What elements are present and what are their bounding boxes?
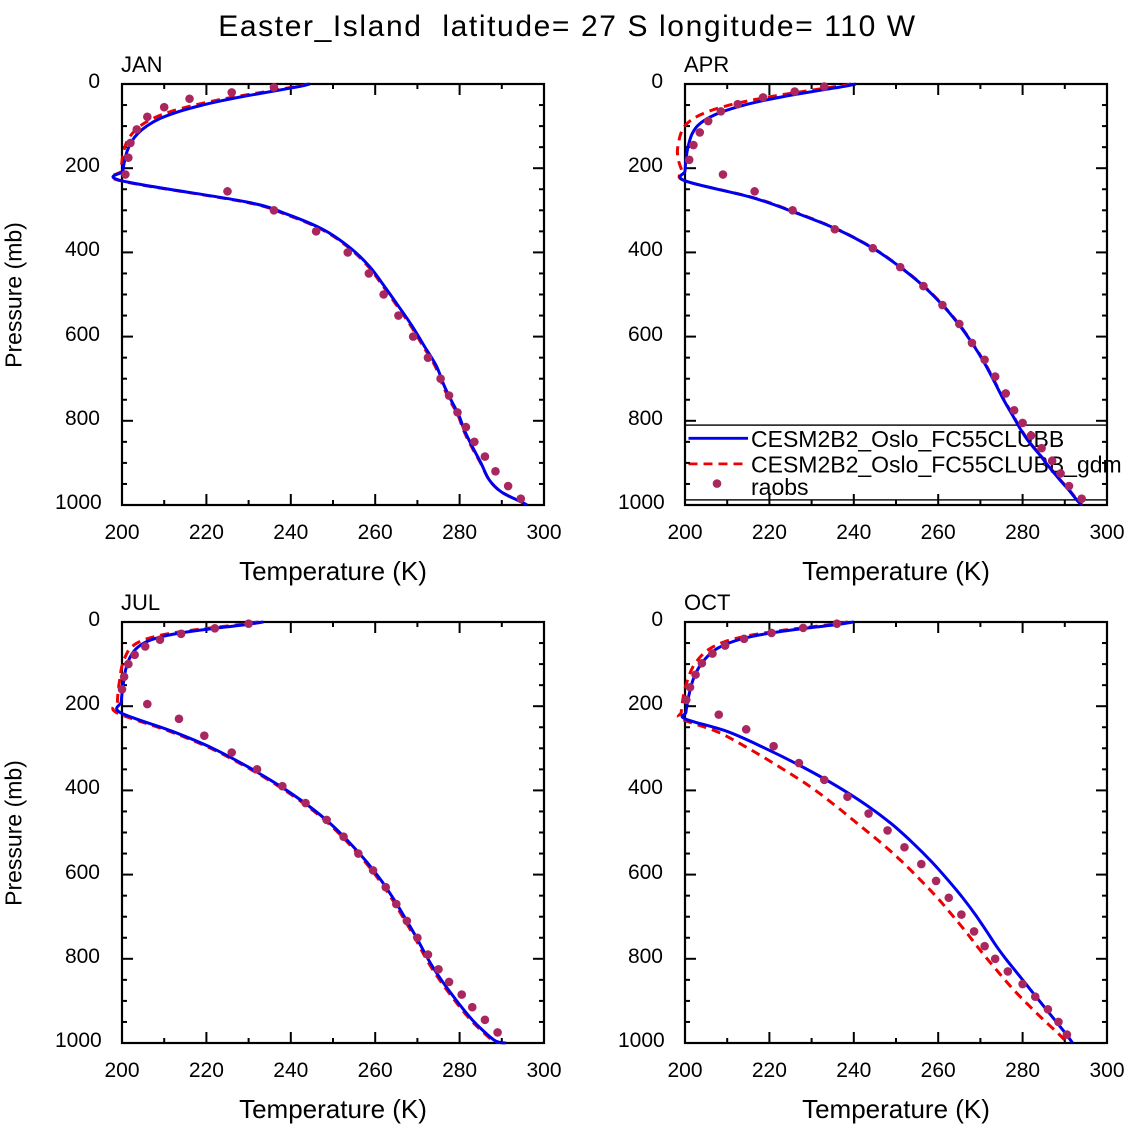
svg-text:CESM2B2_Oslo_FC55CLUBB: CESM2B2_Oslo_FC55CLUBB xyxy=(751,426,1064,452)
svg-text:raobs: raobs xyxy=(751,474,809,500)
